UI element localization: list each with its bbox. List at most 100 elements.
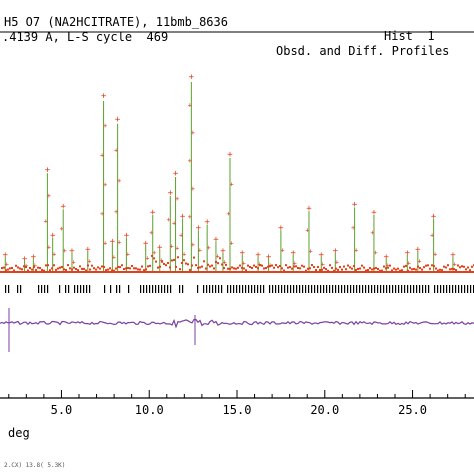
obs-point <box>353 265 355 268</box>
obs-flank-marker-8-3: + <box>103 181 107 189</box>
profile-type-label: Obsd. and Diff. Profiles <box>276 44 450 58</box>
reflection-tick <box>392 285 394 293</box>
obs-point <box>421 268 423 271</box>
obs-point <box>151 254 153 257</box>
x-tick-label-4: 25.0 <box>398 403 427 417</box>
reflection-tick <box>170 285 172 293</box>
reflection-tick <box>8 285 10 293</box>
reflection-tick <box>338 285 340 293</box>
obs-peak-marker-14: + <box>157 243 163 253</box>
obs-flank-marker-18-6: + <box>188 101 192 109</box>
obs-point <box>139 268 141 271</box>
obs-flank-marker-16-2: + <box>172 220 176 228</box>
obs-point <box>15 264 17 267</box>
obs-flank-marker-8-2: + <box>100 210 104 218</box>
obs-point <box>335 267 337 270</box>
reflection-tick <box>77 285 79 293</box>
obs-point <box>191 264 193 267</box>
obs-point <box>361 264 363 267</box>
obs-point <box>135 267 137 270</box>
obs-peak-marker-31: + <box>333 247 339 257</box>
obs-point <box>89 268 91 271</box>
reflection-tick <box>419 285 421 293</box>
obs-point <box>81 267 83 270</box>
obs-peak-marker-9: + <box>110 237 116 247</box>
obs-point <box>161 260 163 263</box>
obs-point <box>25 266 27 269</box>
obs-point <box>401 269 403 272</box>
reflection-tick <box>245 285 247 293</box>
obs-flank-marker-10-3: + <box>117 177 121 185</box>
footer-text: 2.CX) 13.8( 5.3K) <box>4 462 66 469</box>
reflection-tick <box>59 285 61 293</box>
x-tick-label-1: 10.0 <box>135 403 164 417</box>
reflection-tick <box>350 285 352 293</box>
obs-point <box>315 269 317 272</box>
reflection-tick <box>5 285 7 293</box>
obs-peak-marker-5: + <box>60 202 66 212</box>
obs-point <box>323 266 325 269</box>
obs-point <box>355 268 357 271</box>
obs-point <box>187 263 189 266</box>
reflection-tick <box>212 285 214 293</box>
reflection-tick <box>41 285 43 293</box>
obs-point <box>235 267 237 270</box>
reflection-tick <box>395 285 397 293</box>
obs-peak-marker-8: + <box>101 92 107 102</box>
obs-point <box>327 269 329 272</box>
obs-point <box>321 268 323 271</box>
x-tick-label-0: 5.0 <box>51 403 73 417</box>
obs-point <box>465 268 467 271</box>
obs-point <box>467 266 469 269</box>
obs-point <box>385 267 387 270</box>
obs-point <box>349 266 351 269</box>
obs-flank-marker-36-1: + <box>417 257 421 265</box>
obs-point <box>431 264 433 267</box>
obs-point <box>297 266 299 269</box>
obs-point <box>193 256 195 259</box>
reflection-tick <box>38 285 40 293</box>
obs-point <box>75 268 77 271</box>
obs-flank-marker-4-1: + <box>52 251 56 259</box>
reflection-tick <box>251 285 253 293</box>
obs-point <box>79 265 81 268</box>
obs-point <box>207 263 209 266</box>
obs-point <box>383 265 385 268</box>
obs-point <box>225 263 227 266</box>
obs-point <box>263 267 265 270</box>
reflection-tick <box>215 285 217 293</box>
obs-point <box>415 268 417 271</box>
obs-point <box>61 265 63 268</box>
obs-flank-marker-14-1: + <box>159 256 163 264</box>
obs-point <box>71 268 73 271</box>
obs-flank-marker-18-2: + <box>188 213 192 221</box>
reflection-tick <box>281 285 283 293</box>
obs-point <box>433 265 435 268</box>
obs-point <box>5 269 7 272</box>
obs-point <box>9 267 11 270</box>
reflection-tick <box>227 285 229 293</box>
obs-point <box>317 265 319 268</box>
obs-point <box>131 264 133 267</box>
reflection-tick <box>239 285 241 293</box>
reflection-tick <box>221 285 223 293</box>
obs-point <box>197 266 199 269</box>
obs-point <box>17 266 19 269</box>
obs-point <box>183 259 185 262</box>
reflection-tick <box>152 285 154 293</box>
obs-point <box>273 266 275 269</box>
difference-line <box>0 318 474 329</box>
obs-point <box>133 267 135 270</box>
obs-flank-marker-15-2: + <box>167 216 171 224</box>
obs-point <box>367 269 369 272</box>
obs-flank-marker-29-1: + <box>308 248 312 256</box>
reflection-tick <box>116 285 118 293</box>
reflection-tick <box>290 285 292 293</box>
obs-peak-marker-16: + <box>173 169 179 179</box>
obs-flank-marker-34-1: + <box>386 261 390 269</box>
obs-point <box>49 269 51 272</box>
obs-point <box>113 269 115 272</box>
obs-point <box>411 268 413 271</box>
reflection-tick <box>368 285 370 293</box>
reflection-tick <box>317 285 319 293</box>
